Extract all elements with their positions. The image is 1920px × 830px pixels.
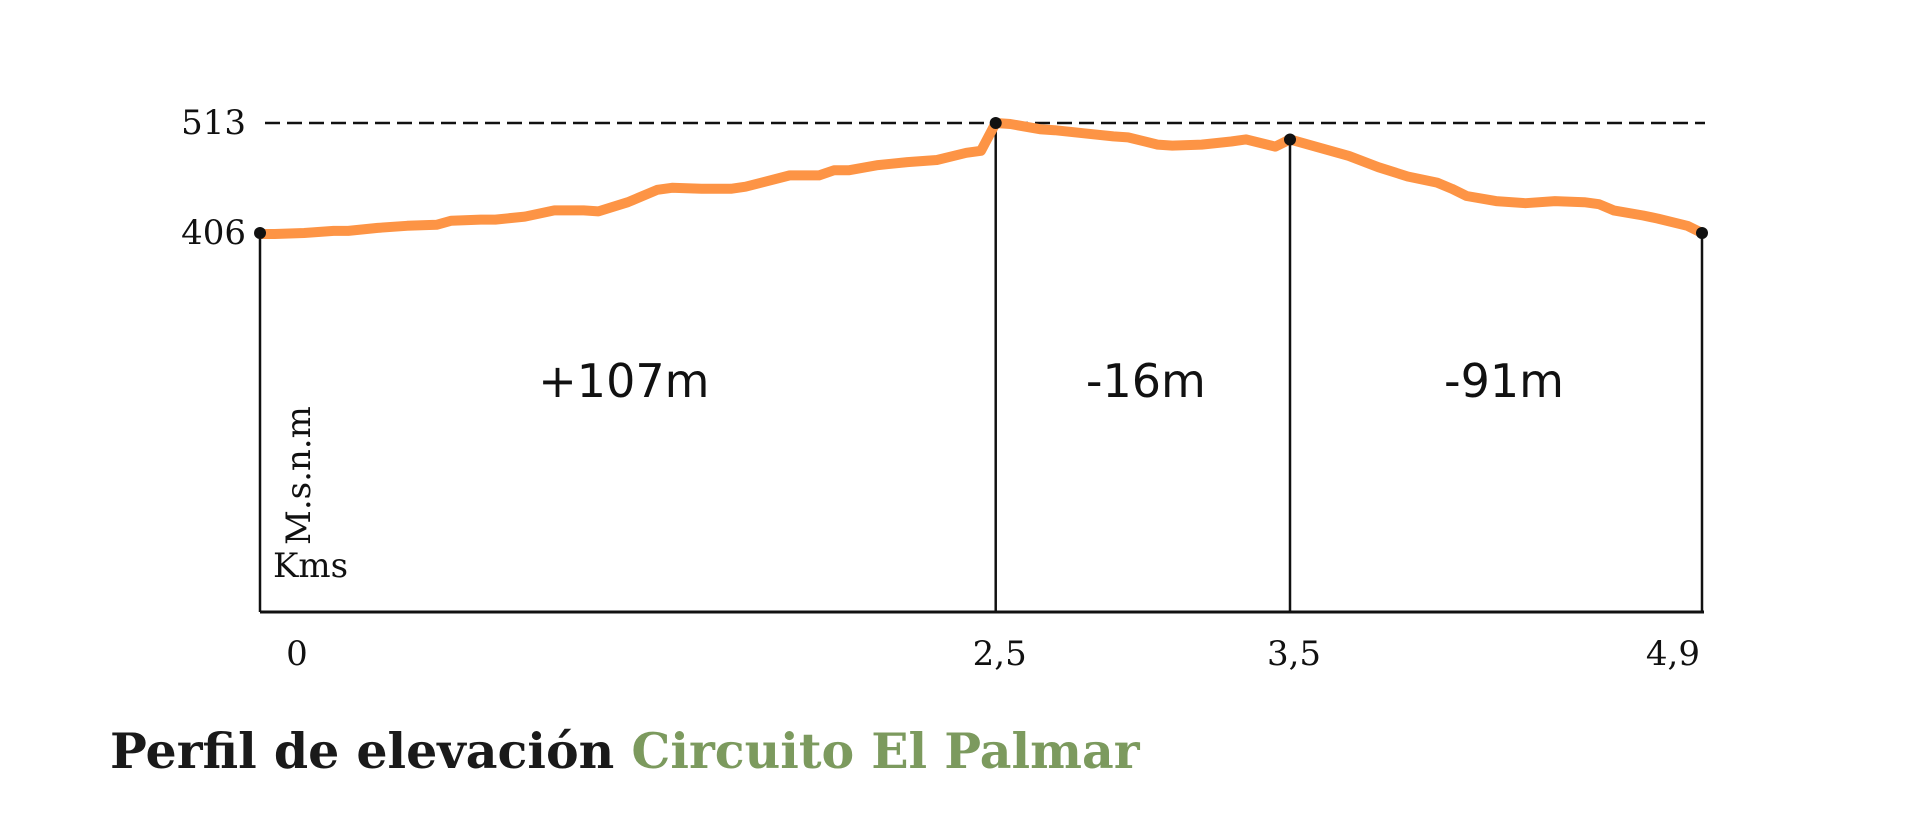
elevation-profile-line	[255, 118, 1707, 239]
profile-marker-dot-1	[989, 117, 1002, 129]
y-axis-unit-label: M.s.n.m	[279, 406, 319, 545]
x-tick-label-2,5: 2,5	[973, 634, 1027, 674]
profile-marker-dot-0	[254, 227, 266, 239]
title-route-name: Circuito El Palmar	[631, 722, 1140, 780]
profile-marker-dot-3	[1696, 227, 1708, 239]
y-tick-label-406: 406	[181, 213, 246, 253]
title-main-text: Perfil de elevación	[110, 722, 615, 780]
y-tick-label-513: 513	[181, 103, 246, 143]
profile-marker-dot-2	[1284, 133, 1296, 146]
x-axis-unit-label: Kms	[273, 546, 348, 586]
x-tick-label-0: 0	[286, 634, 308, 674]
x-tick-label-3,5: 3,5	[1267, 634, 1321, 674]
segment-change-label-0: +107m	[538, 354, 709, 408]
x-tick-label-4,9: 4,9	[1646, 634, 1700, 674]
segment-change-label-2: -91m	[1444, 354, 1564, 408]
chart-title: Perfil de elevación Circuito El Palmar	[110, 722, 1140, 780]
segment-change-label-1: -16m	[1086, 354, 1206, 408]
